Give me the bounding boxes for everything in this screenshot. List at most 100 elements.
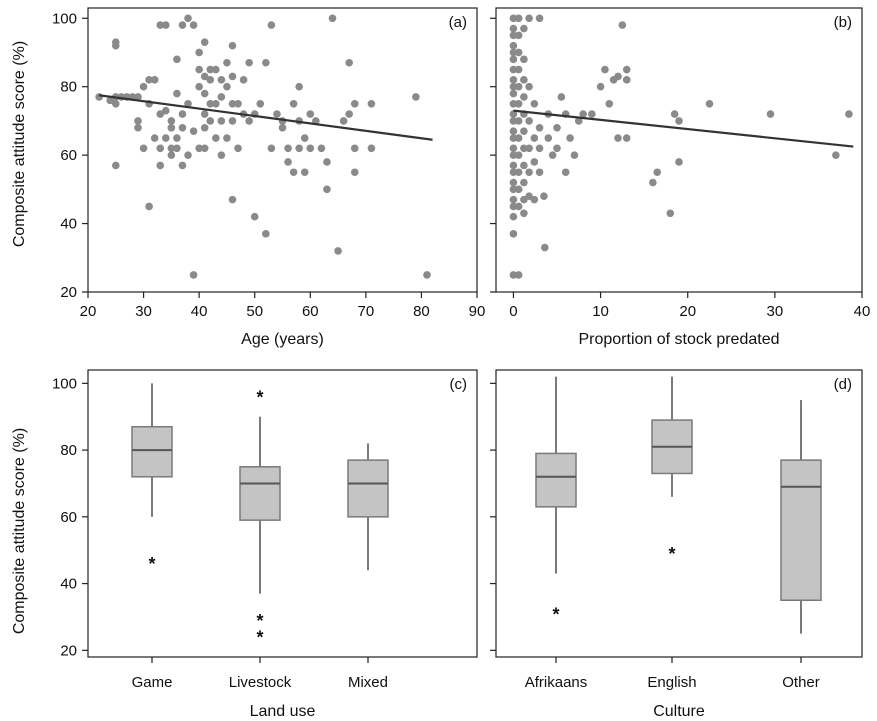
data-point	[284, 158, 292, 166]
data-point	[162, 134, 170, 142]
panel-letter: (d)	[834, 376, 852, 393]
data-point	[530, 195, 539, 204]
y-tick-label: 100	[52, 375, 77, 392]
data-point	[514, 31, 523, 40]
outlier-marker: *	[552, 604, 559, 624]
data-point	[200, 144, 209, 153]
data-point	[262, 58, 270, 67]
data-point	[509, 24, 518, 33]
data-point	[223, 82, 231, 91]
x-tick-label: 20	[80, 303, 97, 320]
data-point	[509, 100, 518, 108]
x-tick-label: 60	[302, 303, 319, 320]
data-point	[509, 195, 518, 204]
data-point	[514, 65, 523, 74]
data-point	[509, 41, 518, 50]
category-label: English	[647, 674, 696, 691]
y-tick-label: 40	[60, 576, 77, 593]
x-axis-title: Land use	[250, 703, 316, 720]
panel-letter: (b)	[834, 14, 852, 31]
data-point	[675, 158, 683, 166]
x-axis-title: Age (years)	[241, 331, 324, 348]
data-point	[412, 93, 420, 101]
data-point	[535, 14, 544, 23]
data-point	[267, 144, 276, 153]
data-point	[223, 134, 231, 142]
data-point	[514, 100, 523, 108]
plot-frame	[87, 369, 478, 658]
data-point	[520, 24, 528, 33]
data-point	[561, 168, 570, 177]
data-point	[167, 151, 176, 159]
data-point	[514, 185, 523, 194]
data-point	[317, 144, 326, 153]
data-point	[675, 117, 683, 125]
data-point	[173, 134, 181, 142]
data-point	[509, 185, 518, 194]
data-point	[570, 151, 579, 159]
data-point	[520, 161, 528, 170]
x-tick-label: 70	[358, 303, 375, 320]
plot-frame	[495, 7, 863, 293]
data-point	[509, 76, 518, 84]
data-point	[195, 48, 203, 57]
data-point	[345, 110, 353, 118]
panel-letter: (c)	[450, 376, 468, 393]
data-point	[178, 161, 187, 170]
data-point	[200, 72, 209, 81]
data-point	[200, 89, 209, 98]
data-point	[548, 151, 557, 159]
data-point	[228, 72, 237, 81]
data-point	[509, 48, 518, 57]
data-point	[520, 127, 528, 135]
data-point	[618, 21, 627, 29]
x-tick-label: 0	[509, 303, 517, 320]
data-point	[134, 123, 142, 132]
data-point	[579, 110, 587, 118]
data-point	[514, 117, 523, 125]
data-point	[509, 31, 518, 40]
data-point	[345, 58, 353, 67]
data-point	[588, 110, 596, 118]
data-point	[167, 117, 176, 125]
iqr-box	[347, 459, 389, 518]
data-point	[530, 100, 539, 108]
data-point	[306, 144, 315, 153]
data-point	[525, 168, 533, 177]
x-tick-label: 40	[191, 303, 208, 320]
data-point	[509, 14, 518, 23]
data-point	[323, 185, 331, 194]
y-tick-label: 60	[60, 147, 77, 164]
data-point	[206, 100, 215, 108]
data-point	[509, 55, 518, 64]
y-tick-label: 20	[60, 642, 77, 659]
x-tick-label: 80	[413, 303, 430, 320]
panel-d: Afrikaans English Other Culture (d) * *	[490, 369, 863, 720]
data-point	[614, 134, 622, 142]
data-point	[145, 202, 153, 211]
category-label: Afrikaans	[525, 674, 588, 691]
data-point	[206, 65, 215, 74]
data-point	[145, 76, 153, 84]
category-label: Mixed	[348, 674, 388, 691]
data-point	[189, 127, 198, 135]
data-point	[766, 110, 775, 118]
data-point	[162, 21, 170, 29]
data-point	[111, 100, 120, 108]
data-point	[162, 106, 170, 115]
panel-b: 0 10 20 30 40 Proportion of stock predated (b)	[490, 7, 870, 348]
data-point	[195, 144, 203, 153]
x-tick-label: 10	[592, 303, 609, 320]
data-point	[150, 76, 159, 84]
data-point	[178, 110, 187, 118]
data-point	[234, 100, 242, 108]
data-point	[323, 158, 331, 166]
data-point	[234, 144, 242, 153]
data-point	[705, 100, 714, 108]
data-point	[553, 123, 561, 132]
data-point	[106, 96, 115, 105]
data-point	[509, 161, 518, 170]
shared-ylabel-top: Composite attitude score (%)	[11, 41, 28, 247]
outlier-marker: *	[668, 544, 675, 564]
data-point	[156, 21, 165, 29]
